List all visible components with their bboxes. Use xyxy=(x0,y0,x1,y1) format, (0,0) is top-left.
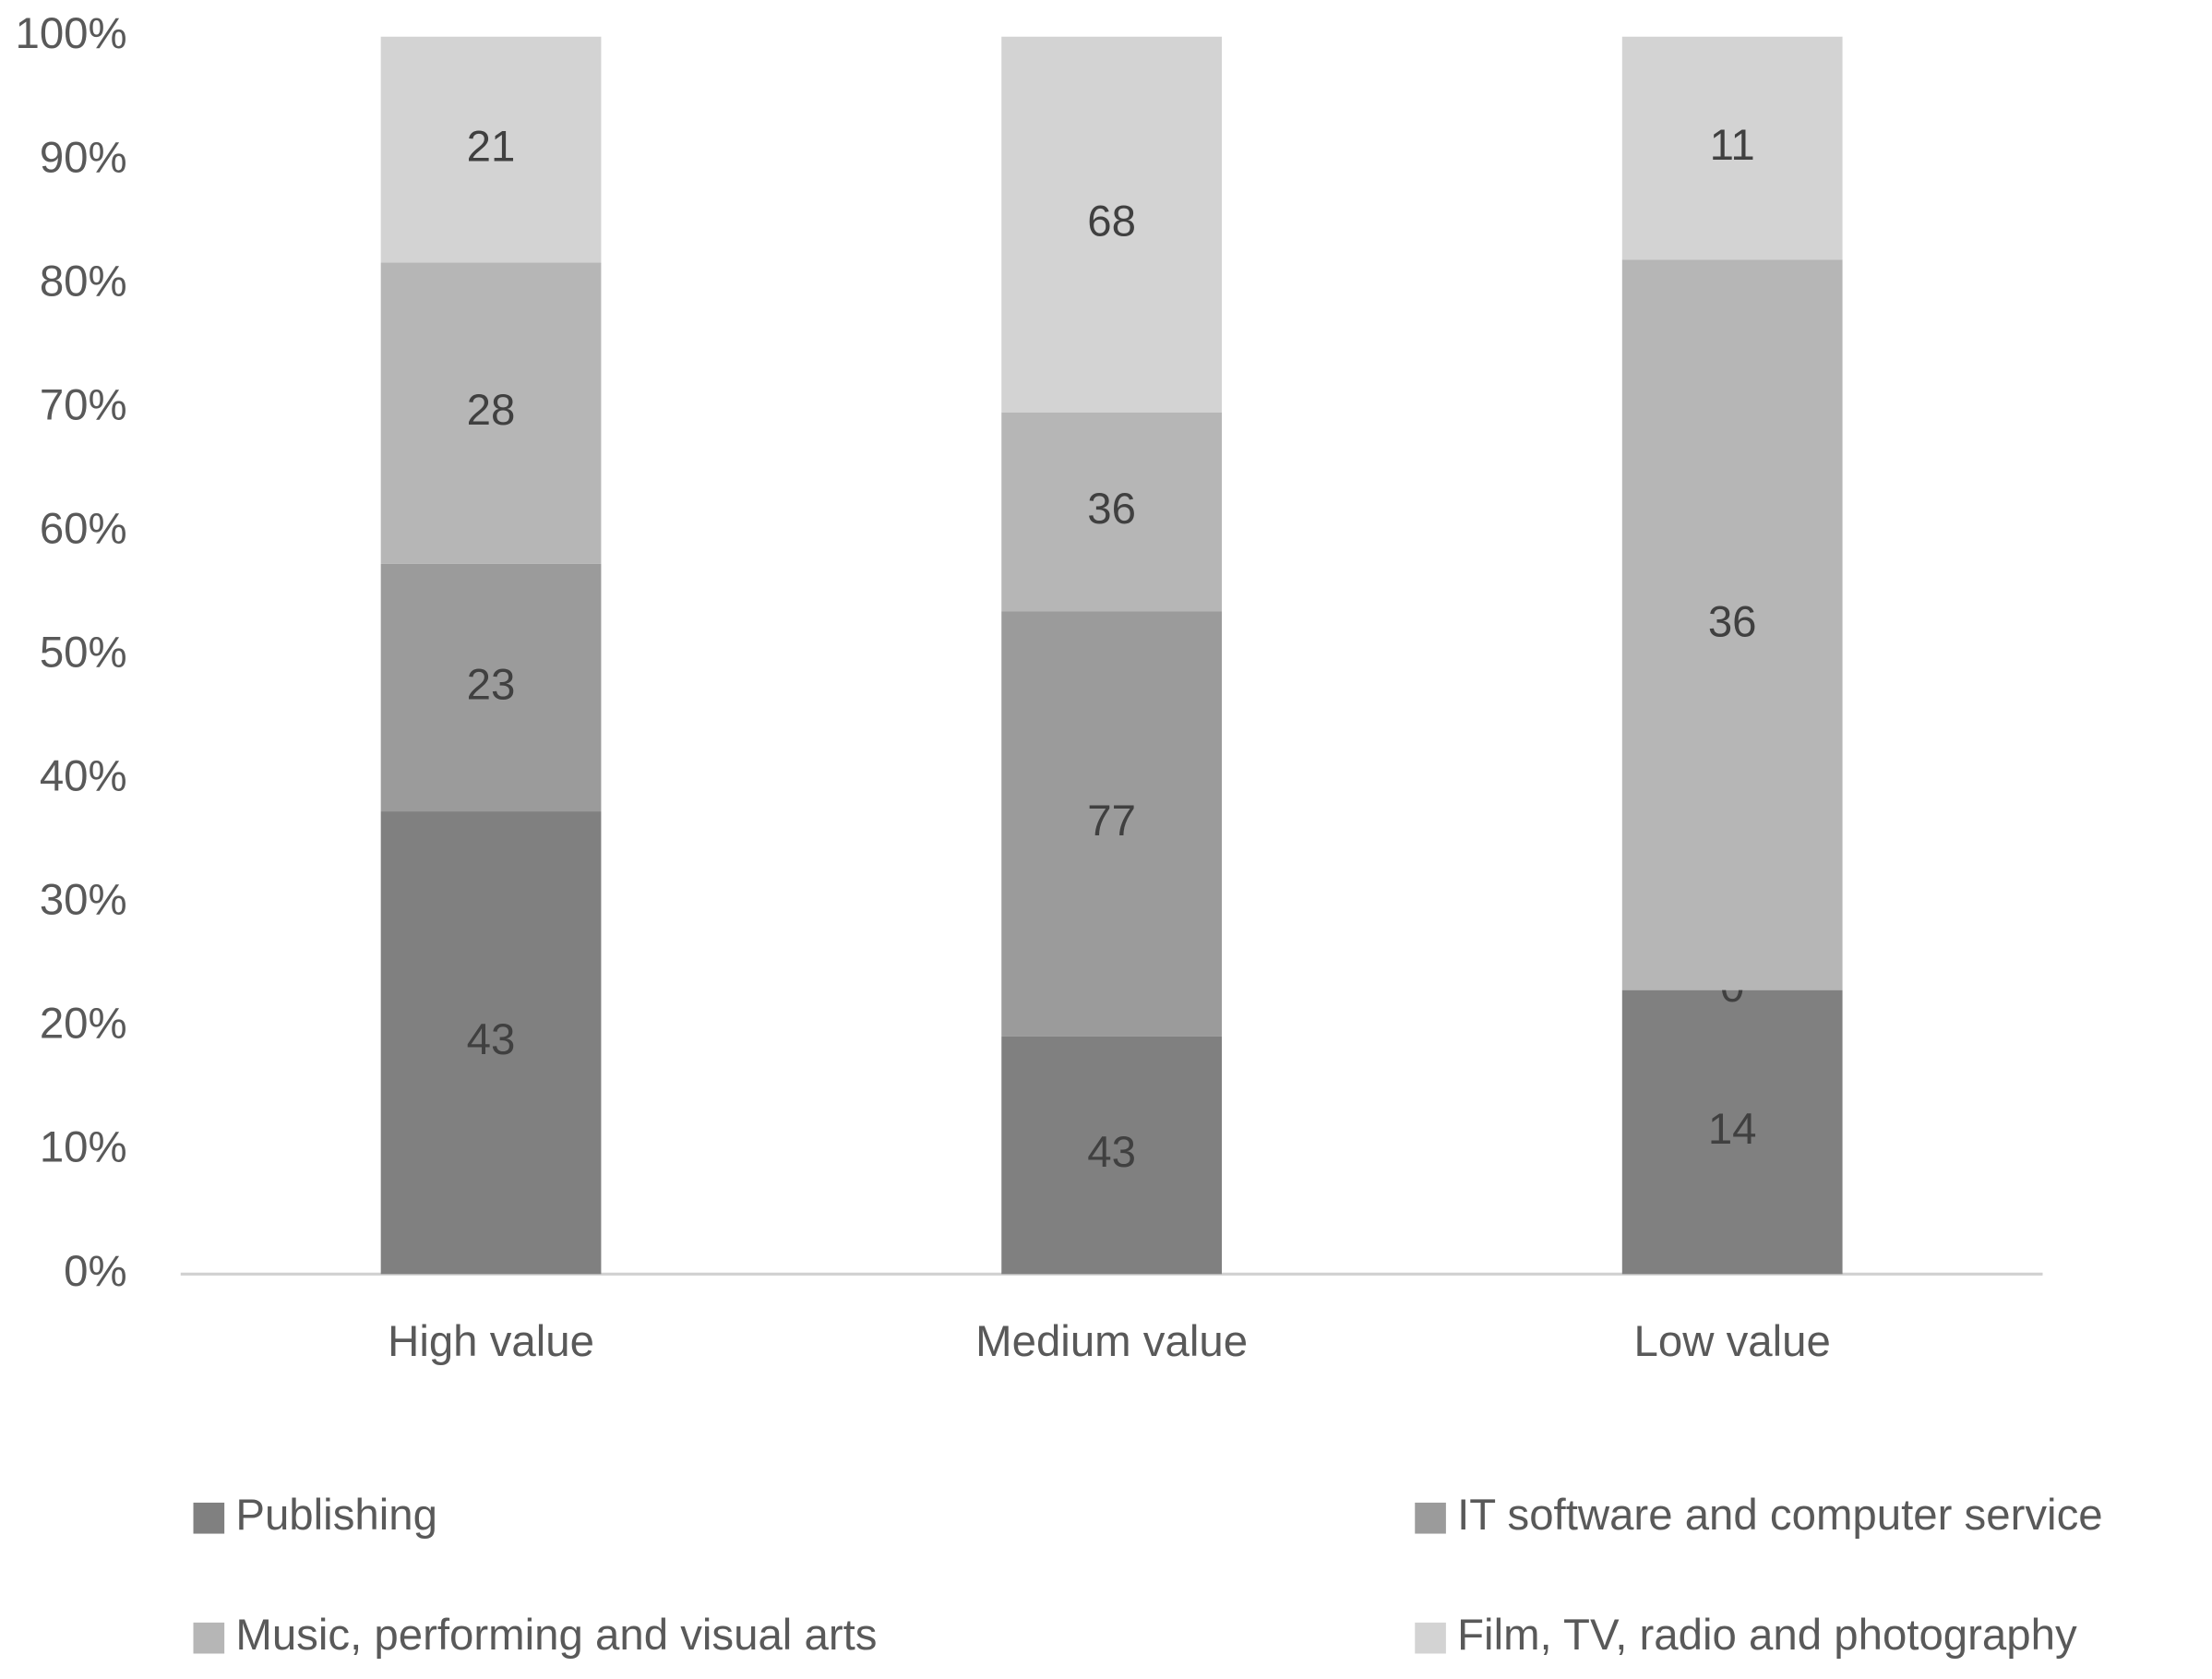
y-tick-label: 70% xyxy=(40,380,127,429)
x-tick-label: High value xyxy=(388,1317,594,1366)
legend-label: Music, performing and visual arts xyxy=(235,1611,877,1660)
bar-segment xyxy=(1621,36,1843,260)
legend-swatch xyxy=(1415,1622,1446,1654)
y-tick-label: 60% xyxy=(40,504,127,553)
y-tick-label: 10% xyxy=(40,1123,127,1172)
legend-swatch xyxy=(1415,1502,1446,1534)
data-label: 77 xyxy=(1087,797,1136,845)
bar-segment xyxy=(1001,412,1222,612)
data-label: 11 xyxy=(1710,121,1755,170)
y-tick-label: 20% xyxy=(40,1000,127,1049)
y-tick-label: 30% xyxy=(40,876,127,925)
y-tick-label: 50% xyxy=(40,629,127,678)
data-label: 23 xyxy=(467,661,516,710)
data-label: 36 xyxy=(1708,598,1757,647)
bar-segment xyxy=(380,563,602,812)
bar-segment xyxy=(1001,611,1222,1037)
y-tick-label: 0% xyxy=(64,1247,126,1296)
y-tick-label: 40% xyxy=(40,752,127,801)
y-tick-label: 90% xyxy=(40,133,127,182)
data-label: 68 xyxy=(1087,198,1136,246)
data-label: 43 xyxy=(467,1015,516,1064)
legend-label: Publishing xyxy=(235,1491,437,1540)
bar-segment xyxy=(380,36,602,263)
y-tick-label: 80% xyxy=(40,257,127,306)
bar-segment xyxy=(1001,1036,1222,1275)
data-label: 21 xyxy=(467,123,516,172)
legend-swatch xyxy=(193,1622,225,1654)
x-tick-label: Medium value xyxy=(975,1317,1248,1366)
bar-segment xyxy=(380,811,602,1275)
bar-segment xyxy=(1621,989,1843,1275)
legend-label: Film, TV, radio and photography xyxy=(1457,1611,2077,1660)
bar-segment xyxy=(380,262,602,564)
data-label: 43 xyxy=(1087,1128,1136,1177)
data-label: 36 xyxy=(1087,485,1136,534)
legend-swatch xyxy=(193,1502,225,1534)
legend-label: IT software and computer service xyxy=(1457,1491,2103,1540)
data-label: 28 xyxy=(467,386,516,435)
bar-segment xyxy=(1001,36,1222,413)
data-label: 14 xyxy=(1708,1105,1757,1154)
y-tick-label: 100% xyxy=(15,9,126,58)
x-tick-label: Low value xyxy=(1634,1317,1831,1366)
bar-segment xyxy=(1621,259,1843,990)
